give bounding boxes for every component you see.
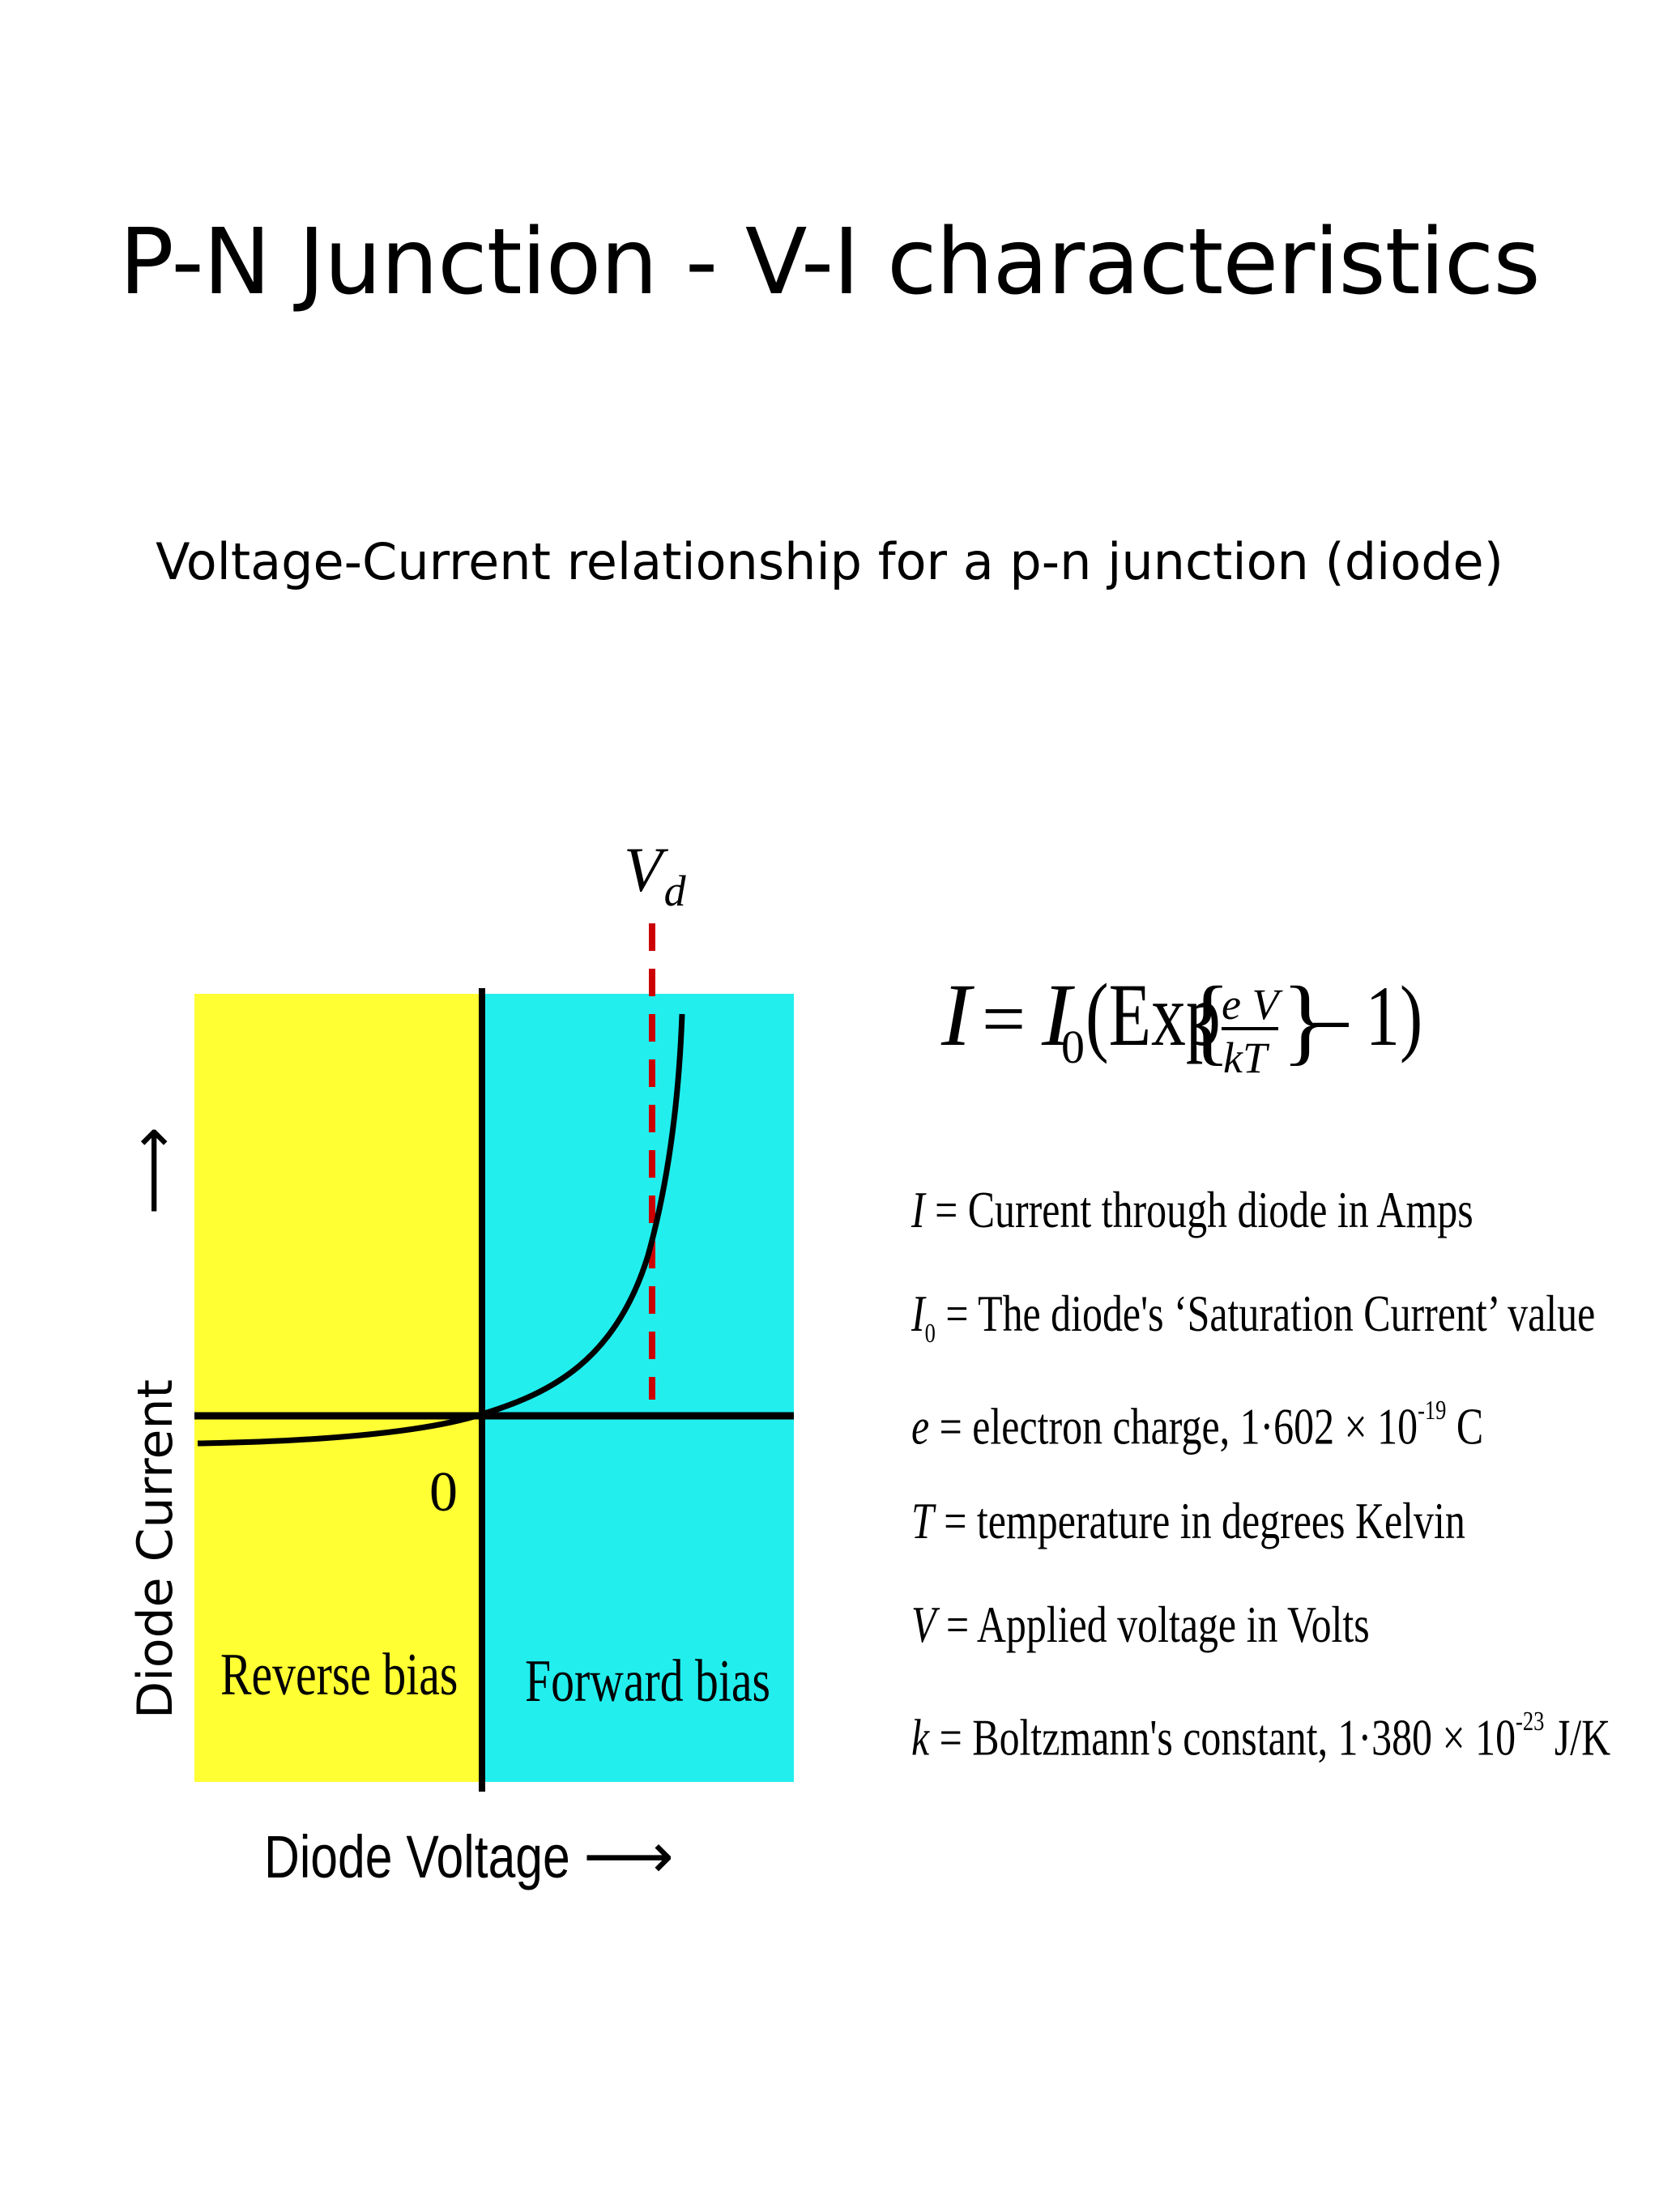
- reverse-bias-region: [194, 994, 482, 1782]
- var-row-electron-charge: e = electron charge, 1·602 × 10-19 C: [911, 1366, 1483, 1469]
- var-symbol: k: [911, 1708, 930, 1767]
- var-row-current: I = Current through diode in Amps: [911, 1158, 1473, 1262]
- var-description: = electron charge, 1·602 × 10: [929, 1397, 1418, 1455]
- var-exponent: -19: [1418, 1396, 1447, 1426]
- forward-bias-region: [482, 994, 794, 1782]
- var-unit: C: [1446, 1397, 1484, 1455]
- var-description: = Current through diode in Amps: [924, 1181, 1473, 1238]
- x-axis-label: Diode Voltage: [264, 1824, 570, 1890]
- x-axis-arrow-icon: ⟶: [583, 1820, 674, 1893]
- var-row-saturation: I0 = The diode's ‘Saturation Current’ va…: [911, 1262, 1595, 1366]
- reverse-bias-label: Reverse bias: [220, 1642, 458, 1707]
- var-row-boltzmann: k = Boltzmann's constant, 1·380 × 10-23 …: [911, 1677, 1610, 1780]
- origin-label: 0: [429, 1461, 458, 1524]
- var-description: = Boltzmann's constant, 1·380 × 10: [929, 1708, 1516, 1767]
- var-symbol: V: [911, 1596, 936, 1653]
- vi-curve: [197, 1013, 685, 1447]
- var-symbol: e: [911, 1397, 930, 1455]
- variable-definitions: I = Current through diode in Amps I0 = T…: [911, 1158, 1624, 1780]
- var-description: = Applied voltage in Volts: [936, 1596, 1370, 1653]
- y-axis-label: Diode Current: [127, 1379, 184, 1719]
- vd-label: Vd: [624, 834, 687, 915]
- forward-bias-label: Forward bias: [525, 1648, 770, 1714]
- var-symbol: I: [911, 1285, 925, 1342]
- var-row-temperature: T = temperature in degrees Kelvin: [911, 1469, 1467, 1573]
- var-unit: J/K: [1544, 1708, 1611, 1767]
- var-symbol: T: [911, 1492, 934, 1549]
- var-exponent: -23: [1516, 1707, 1545, 1737]
- var-subscript: 0: [924, 1318, 936, 1349]
- var-description: = The diode's ‘Saturation Current’ value: [935, 1285, 1596, 1342]
- slide-subtitle: Voltage-Current relationship for a p-n j…: [156, 532, 1503, 591]
- slide-title: P-N Junction - V-I characteristics: [119, 210, 1540, 315]
- var-description: = temperature in degrees Kelvin: [933, 1492, 1465, 1549]
- var-symbol: I: [911, 1181, 925, 1238]
- var-row-voltage: V = Applied voltage in Volts: [911, 1573, 1467, 1677]
- y-axis-arrow-icon: ⟶: [116, 1127, 188, 1215]
